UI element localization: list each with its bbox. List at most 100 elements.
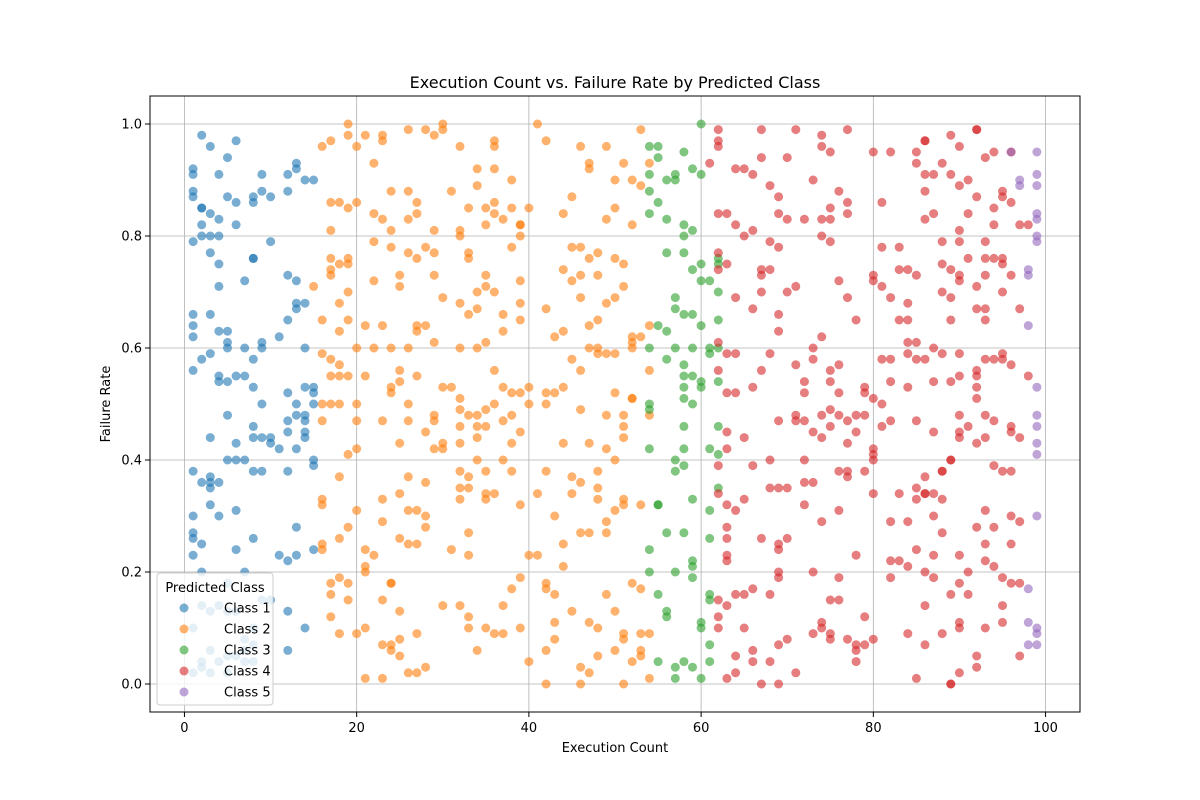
data-point xyxy=(334,573,344,583)
data-point xyxy=(300,382,310,392)
data-point xyxy=(636,651,646,661)
data-point xyxy=(481,337,491,347)
data-point xyxy=(636,584,646,594)
data-point xyxy=(911,354,921,364)
data-point xyxy=(317,141,327,151)
y-tick-label: 0.0 xyxy=(121,678,142,693)
data-point xyxy=(946,377,956,387)
legend-entry: Class 2 xyxy=(179,623,271,638)
data-point xyxy=(533,550,542,560)
data-point xyxy=(369,276,379,286)
data-point xyxy=(903,349,913,359)
data-point xyxy=(550,589,560,599)
data-point xyxy=(731,505,741,515)
data-point xyxy=(541,466,551,476)
data-point xyxy=(972,522,982,532)
data-point xyxy=(886,293,896,303)
data-point xyxy=(980,304,990,314)
data-point xyxy=(403,472,413,482)
data-point xyxy=(799,377,809,387)
data-point xyxy=(860,640,870,650)
data-point xyxy=(791,281,801,291)
data-point xyxy=(929,209,939,219)
series-class-2 xyxy=(309,119,654,689)
data-point xyxy=(799,214,809,224)
data-point xyxy=(334,533,344,543)
data-point xyxy=(334,472,344,482)
legend-marker xyxy=(179,624,189,634)
data-point xyxy=(240,455,250,465)
data-point xyxy=(567,489,577,499)
data-point xyxy=(713,595,723,605)
data-point xyxy=(1006,466,1016,476)
data-point xyxy=(989,354,999,364)
x-axis-ticks: 0 20 40 60 80 100 xyxy=(180,712,1058,736)
data-point xyxy=(868,276,878,286)
data-point xyxy=(197,354,207,364)
data-point xyxy=(576,662,586,672)
data-point xyxy=(343,203,353,213)
data-point xyxy=(369,550,379,560)
data-point xyxy=(696,276,706,286)
data-point xyxy=(989,253,999,263)
data-point xyxy=(1023,220,1033,230)
data-point xyxy=(395,365,405,375)
data-point xyxy=(231,220,241,230)
data-point xyxy=(937,466,947,476)
data-point xyxy=(300,298,310,308)
data-point xyxy=(464,550,474,560)
data-point xyxy=(911,337,921,347)
data-point xyxy=(576,477,586,487)
data-point xyxy=(808,175,818,185)
data-point xyxy=(498,629,508,639)
data-point xyxy=(584,343,594,353)
data-point xyxy=(722,673,732,683)
data-point xyxy=(395,281,405,291)
data-point xyxy=(360,567,370,577)
data-point xyxy=(1006,578,1016,588)
data-point xyxy=(507,175,517,185)
data-point xyxy=(756,287,766,297)
data-point xyxy=(188,237,198,247)
data-point xyxy=(481,203,491,213)
data-point xyxy=(954,181,964,191)
data-point xyxy=(868,393,878,403)
data-point xyxy=(825,421,835,431)
data-point xyxy=(963,589,973,599)
data-point xyxy=(713,248,723,258)
data-point xyxy=(1006,511,1016,521)
data-point xyxy=(455,601,465,611)
data-point xyxy=(679,248,689,258)
data-point xyxy=(205,433,215,443)
data-point xyxy=(274,444,284,454)
data-point xyxy=(713,421,723,431)
data-point xyxy=(1015,578,1025,588)
data-point xyxy=(1015,433,1025,443)
data-point xyxy=(584,164,594,174)
data-point xyxy=(619,281,629,291)
data-point xyxy=(188,550,198,560)
data-point xyxy=(627,343,637,353)
data-point xyxy=(343,595,353,605)
data-point xyxy=(619,433,629,443)
data-point xyxy=(593,623,603,633)
data-point xyxy=(963,209,973,219)
data-point xyxy=(558,326,568,336)
data-point xyxy=(610,645,620,655)
data-point xyxy=(489,164,499,174)
data-point xyxy=(937,287,947,297)
data-point xyxy=(326,371,336,381)
data-point xyxy=(748,657,758,667)
data-point xyxy=(920,186,930,196)
data-point xyxy=(886,354,896,364)
data-point xyxy=(670,567,680,577)
data-point xyxy=(403,668,413,678)
data-point xyxy=(205,483,215,493)
data-point xyxy=(980,505,990,515)
data-point xyxy=(791,125,801,135)
data-point xyxy=(903,315,913,325)
data-point xyxy=(722,209,732,219)
data-point xyxy=(524,550,534,560)
data-point xyxy=(705,505,715,515)
data-point xyxy=(644,673,654,683)
